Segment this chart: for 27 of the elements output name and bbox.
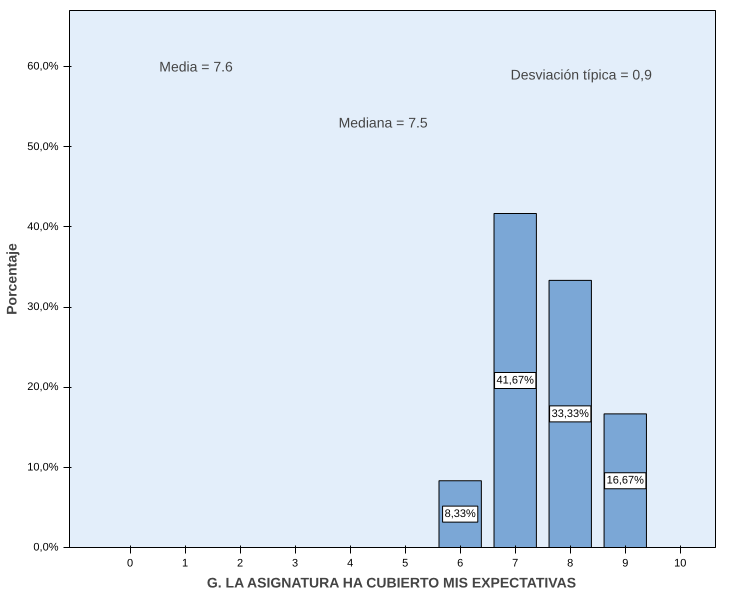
x-tick-label: 1 [182,558,188,570]
data-label: 41,67% [496,374,534,387]
y-tick-label: 0,0% [33,542,59,554]
x-tick-label: 3 [292,558,298,570]
y-tick-label: 50,0% [27,140,59,153]
data-label: 16,67% [606,474,644,487]
annotation: Mediana = 7.5 [338,114,428,131]
x-tick-label: 5 [402,558,408,570]
annotation: Media = 7.6 [159,58,234,75]
y-tick-label: 60,0% [27,60,59,73]
x-tick-label: 0 [126,558,134,570]
x-tick-label: 8 [567,558,574,570]
x-tick-label: 4 [347,558,354,570]
x-tick-label: 2 [237,558,244,570]
y-tick-label: 20,0% [27,381,59,394]
x-tick-label: 6 [457,558,464,570]
y-tick-label: 30,0% [27,301,59,314]
annotation: Desviación típica = 0,9 [510,66,652,83]
data-label: 8,33% [444,508,476,520]
y-axis-title: Porcentaje [3,242,20,315]
x-tick-label: 7 [512,558,518,570]
x-axis-title: G. LA ASIGNATURA HA CUBIERTO MIS EXPECTATIVAS [206,574,576,590]
y-tick-label: 10,0% [27,461,59,474]
x-tick-label: 10 [674,558,686,570]
x-tick-label: 9 [622,558,628,570]
data-label: 33,33% [552,408,590,420]
y-tick-label: 40,0% [27,220,59,233]
